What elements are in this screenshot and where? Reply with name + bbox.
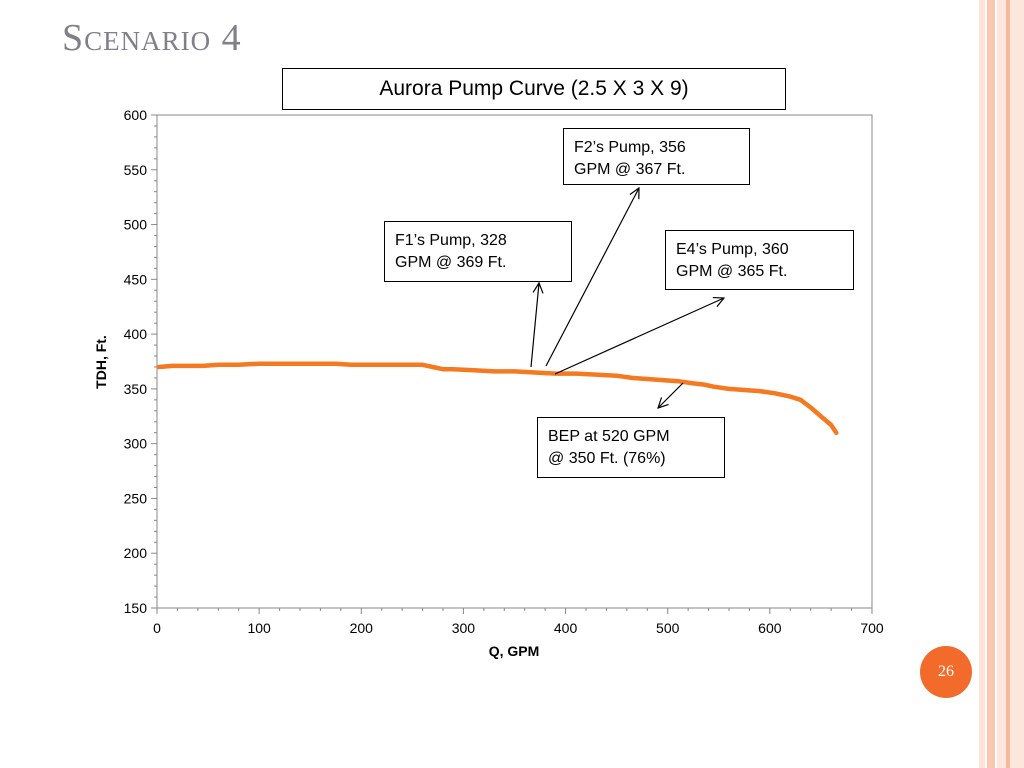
decor-stripe-1 xyxy=(979,0,985,768)
decor-stripe-4 xyxy=(1006,0,1010,768)
y-tick-label: 500 xyxy=(124,217,148,233)
bep-annotation-line2: @ 350 Ft. (76%) xyxy=(548,450,666,467)
e4-annotation-line1: E4’s Pump, 360 xyxy=(676,241,789,258)
e4-arrow xyxy=(554,298,724,375)
y-tick-label: 350 xyxy=(124,381,148,397)
chart-title-text: Aurora Pump Curve (2.5 X 3 X 9) xyxy=(379,77,689,100)
f2-annotation-line2: GPM @ 367 Ft. xyxy=(574,161,686,178)
x-axis-label: Q, GPM xyxy=(489,643,540,659)
f1-annotation-line1: F1’s Pump, 328 xyxy=(395,232,507,249)
pump-curve-line xyxy=(156,361,839,435)
y-tick-label: 400 xyxy=(124,326,148,342)
y-tick-label: 300 xyxy=(124,436,148,452)
x-tick-label: 700 xyxy=(860,620,884,636)
e4-annotation-line2: GPM @ 365 Ft. xyxy=(676,263,788,280)
f1-arrow xyxy=(530,283,539,368)
y-axis-label: TDH, Ft. xyxy=(93,335,109,389)
page-number-badge: 26 xyxy=(920,646,972,698)
y-tick-label: 250 xyxy=(124,490,148,506)
y-tick-label: 200 xyxy=(124,545,148,561)
x-tick-label: 500 xyxy=(656,620,680,636)
f2-arrow xyxy=(545,188,639,367)
e4-pump-annotation: E4’s Pump, 360 GPM @ 365 Ft. xyxy=(665,230,854,290)
f1-annotation-line2: GPM @ 369 Ft. xyxy=(395,254,507,271)
page-number: 26 xyxy=(938,663,954,680)
slide-title: Scenario 4 xyxy=(62,17,242,59)
y-tick-label: 550 xyxy=(124,162,148,178)
y-tick-label: 450 xyxy=(124,271,148,287)
y-tick-label: 150 xyxy=(124,600,148,616)
decor-stripe-2 xyxy=(987,0,995,768)
bep-arrow xyxy=(658,382,684,408)
x-tick-label: 600 xyxy=(758,620,782,636)
x-tick-label: 100 xyxy=(247,620,271,636)
x-tick-label: 0 xyxy=(153,620,161,636)
bep-annotation-line1: BEP at 520 GPM xyxy=(548,428,670,445)
f2-annotation-line1: F2’s Pump, 356 xyxy=(574,139,686,156)
plot-area xyxy=(156,114,873,609)
x-tick-label: 300 xyxy=(452,620,476,636)
chart-title: Aurora Pump Curve (2.5 X 3 X 9) xyxy=(282,68,786,110)
y-tick-label: 600 xyxy=(124,107,148,123)
f1-pump-annotation: F1’s Pump, 328 GPM @ 369 Ft. xyxy=(384,221,572,282)
x-tick-label: 200 xyxy=(350,620,374,636)
bep-annotation: BEP at 520 GPM @ 350 Ft. (76%) xyxy=(537,417,725,478)
decor-stripe-3 xyxy=(997,0,1024,768)
f2-pump-annotation: F2’s Pump, 356 GPM @ 367 Ft. xyxy=(563,128,750,185)
x-tick-label: 400 xyxy=(554,620,578,636)
